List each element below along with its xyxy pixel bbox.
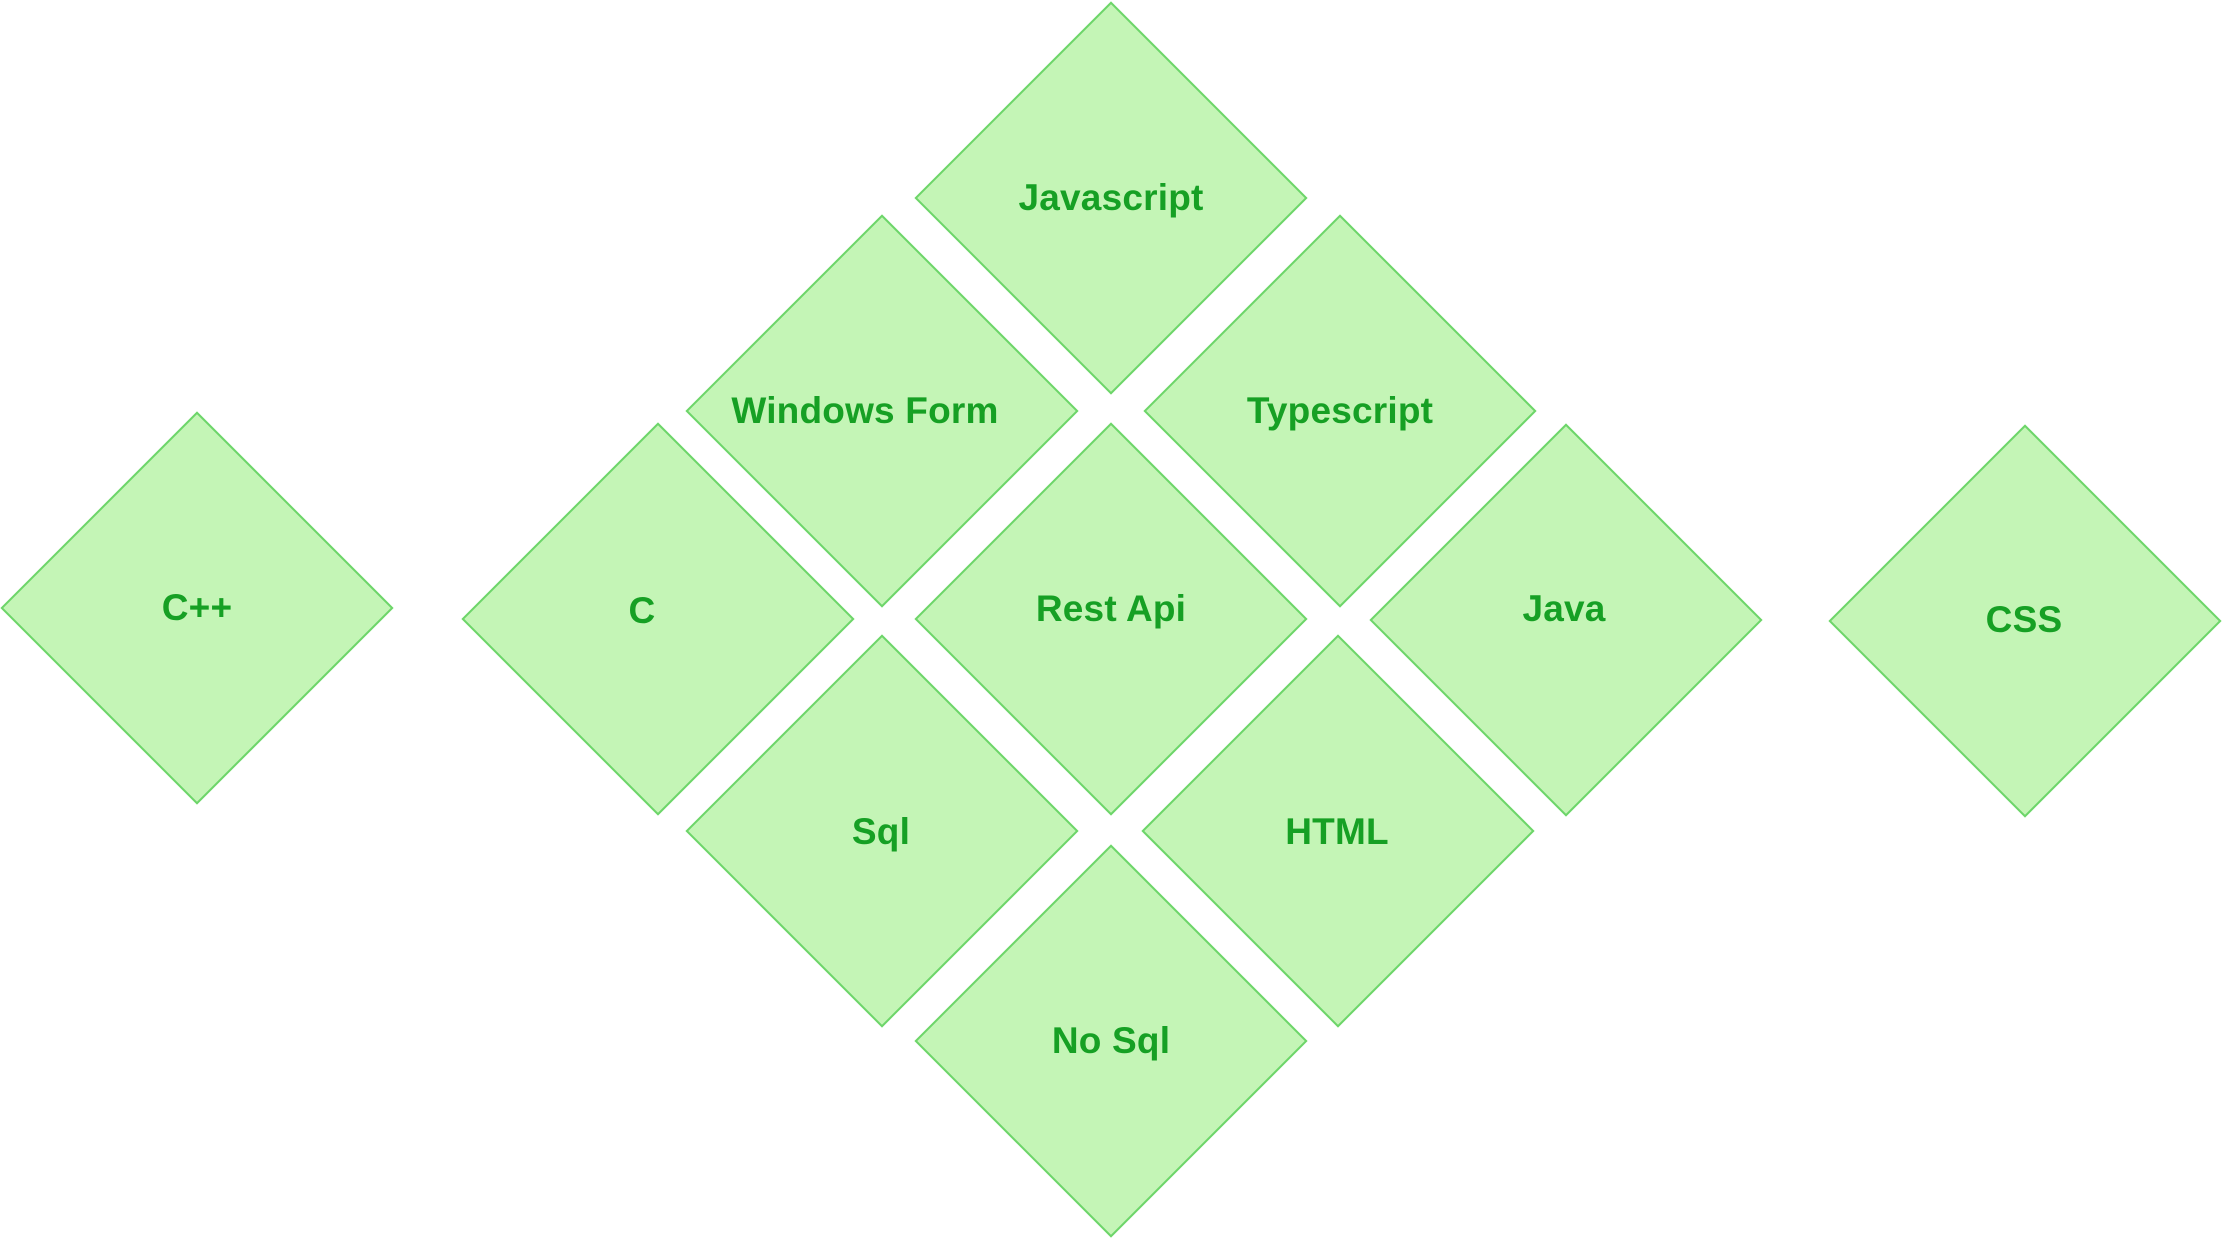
- tile-label-css: CSS: [1985, 599, 2063, 640]
- tile-label-java: Java: [1522, 588, 1606, 629]
- tile-label-sql: Sql: [851, 811, 911, 852]
- tile-label-rest-api: Rest Api: [1035, 588, 1187, 629]
- tile-label-html: HTML: [1285, 811, 1389, 852]
- tile-label-c: C: [628, 590, 656, 631]
- tile-label-cpp: C++: [161, 587, 233, 628]
- tile-label-javascript: Javascript: [1018, 177, 1204, 218]
- tile-label-typescript: Typescript: [1246, 390, 1434, 431]
- tile-label-windows-form: Windows Form: [731, 390, 999, 431]
- tile-label-no-sql: No Sql: [1051, 1020, 1171, 1061]
